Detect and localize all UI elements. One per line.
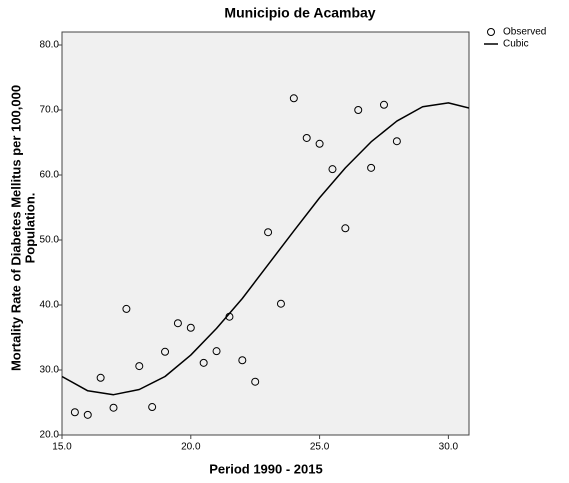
data-point (135, 362, 144, 371)
chart-title: Municipio de Acambay (224, 5, 375, 21)
data-point (392, 137, 401, 146)
data-point (289, 94, 298, 103)
data-point (264, 228, 273, 237)
y-tick-label: 20.0 (40, 430, 60, 441)
y-tick-label: 50.0 (40, 235, 60, 246)
y-axis-label: Mortality Rate of Diabetes Mellitus per … (8, 85, 23, 371)
data-point (379, 100, 388, 109)
data-point (161, 347, 170, 356)
x-tick-label: 15.0 (52, 442, 72, 453)
y-tick-label: 80.0 (40, 40, 60, 51)
x-tick-label: 30.0 (439, 442, 459, 453)
data-point (238, 356, 247, 365)
data-point (315, 139, 324, 148)
y-tick-label: 40.0 (40, 300, 60, 311)
data-point (109, 403, 118, 412)
fit-line (62, 102, 469, 396)
data-point (341, 224, 350, 233)
data-point (367, 163, 376, 172)
data-point (302, 133, 311, 142)
y-tick-label: 60.0 (40, 170, 60, 181)
data-point (122, 304, 131, 313)
y-axis-label: Population. (22, 193, 37, 264)
y-tick-label: 30.0 (40, 365, 60, 376)
data-point (83, 410, 92, 419)
y-tick-label: 70.0 (40, 105, 60, 116)
data-point (148, 403, 157, 412)
plot-area (61, 31, 470, 436)
x-axis-label: Period 1990 - 2015 (209, 461, 322, 476)
legend-label: Observed (503, 27, 546, 38)
data-point (212, 347, 221, 356)
legend-label: Cubic (503, 39, 529, 50)
data-point (173, 319, 182, 328)
data-point (199, 358, 208, 367)
data-point (276, 299, 285, 308)
data-point (328, 165, 337, 174)
data-point (96, 373, 105, 382)
data-point (251, 377, 260, 386)
data-point (186, 323, 195, 332)
data-point (354, 106, 363, 114)
data-point (70, 408, 79, 417)
x-tick-label: 20.0 (181, 442, 201, 453)
x-tick-label: 25.0 (310, 442, 330, 453)
legend-symbol (487, 28, 495, 36)
